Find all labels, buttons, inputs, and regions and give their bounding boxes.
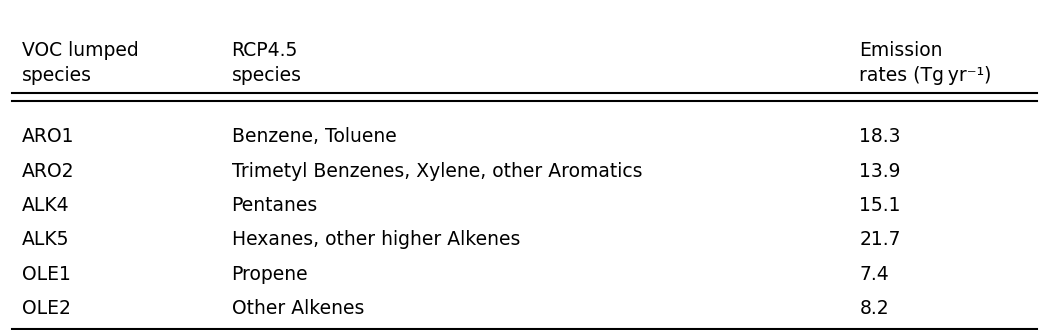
Text: Pentanes: Pentanes <box>232 196 318 215</box>
Text: Benzene, Toluene: Benzene, Toluene <box>232 127 397 147</box>
Text: 21.7: 21.7 <box>859 230 901 249</box>
Text: Trimetyl Benzenes, Xylene, other Aromatics: Trimetyl Benzenes, Xylene, other Aromati… <box>232 162 642 181</box>
Text: ALK5: ALK5 <box>22 230 70 249</box>
Text: RCP4.5
species: RCP4.5 species <box>232 41 301 85</box>
Text: OLE2: OLE2 <box>22 299 71 318</box>
Text: Other Alkenes: Other Alkenes <box>232 299 364 318</box>
Text: 13.9: 13.9 <box>859 162 901 181</box>
Text: VOC lumped
species: VOC lumped species <box>22 41 140 85</box>
Text: 15.1: 15.1 <box>859 196 901 215</box>
Text: Emission
rates (Tg yr⁻¹): Emission rates (Tg yr⁻¹) <box>859 41 991 85</box>
Text: 8.2: 8.2 <box>859 299 889 318</box>
Text: Propene: Propene <box>232 265 308 284</box>
Text: ALK4: ALK4 <box>22 196 70 215</box>
Text: OLE1: OLE1 <box>22 265 71 284</box>
Text: Hexanes, other higher Alkenes: Hexanes, other higher Alkenes <box>232 230 520 249</box>
Text: ARO1: ARO1 <box>22 127 74 147</box>
Text: ARO2: ARO2 <box>22 162 74 181</box>
Text: 18.3: 18.3 <box>859 127 901 147</box>
Text: 7.4: 7.4 <box>859 265 890 284</box>
